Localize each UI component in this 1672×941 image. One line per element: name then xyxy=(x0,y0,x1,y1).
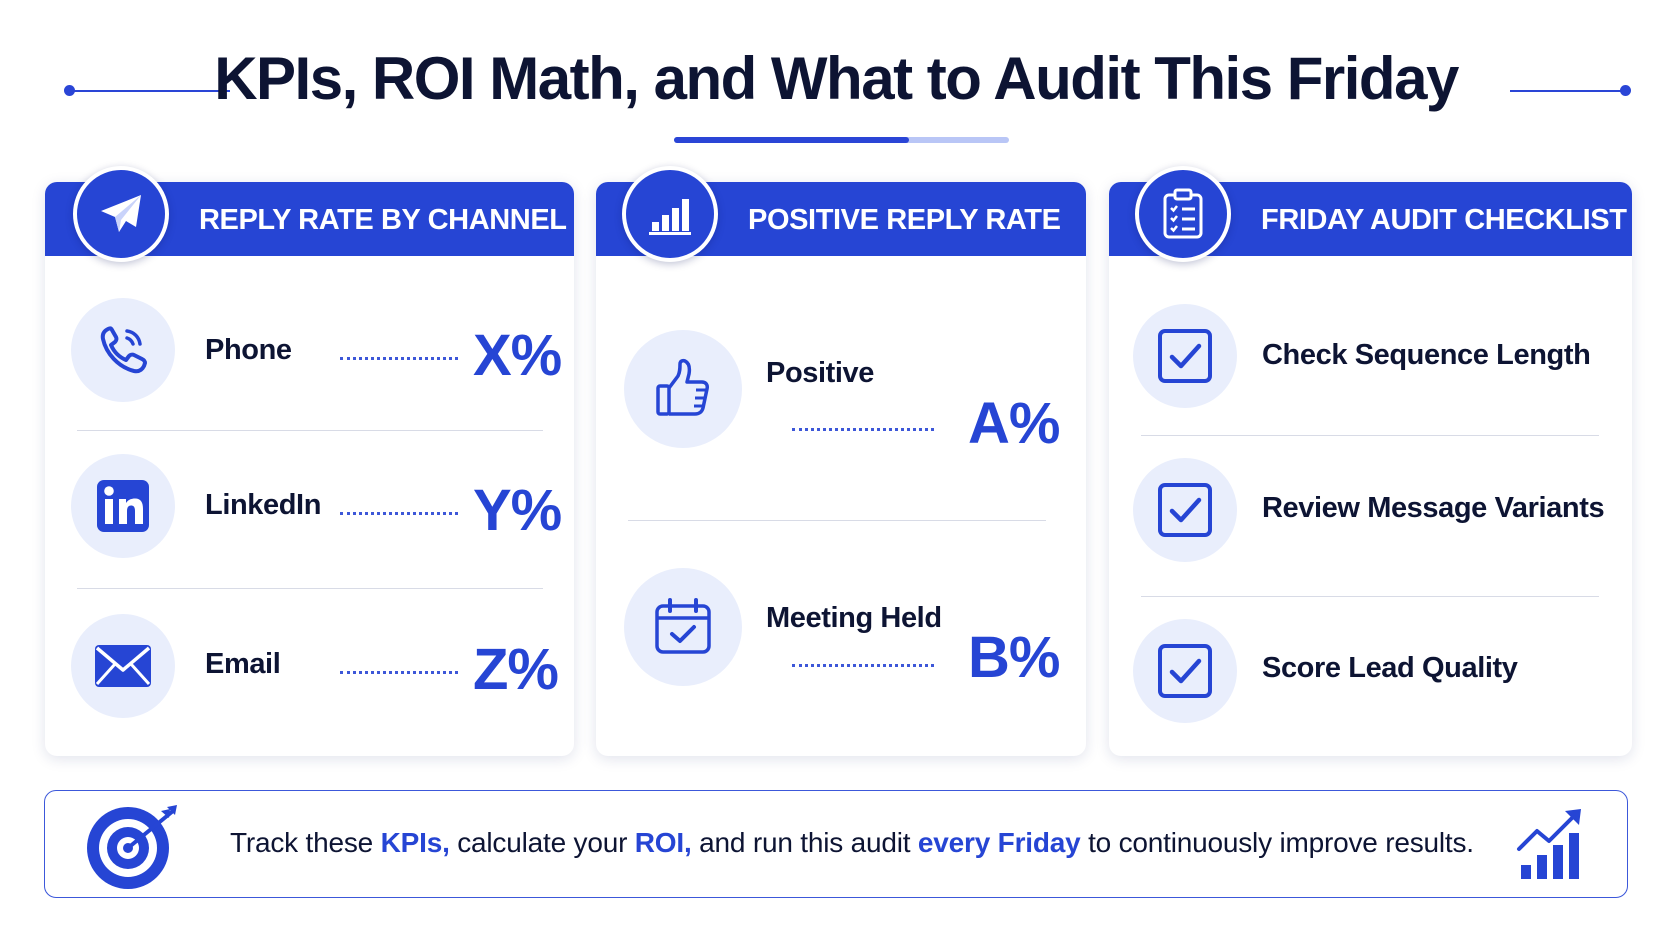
footer-highlight-friday: every Friday xyxy=(917,827,1081,858)
metric-value-meeting-held: B% xyxy=(968,625,1060,690)
envelope-icon xyxy=(71,614,175,718)
title-rule-left xyxy=(68,90,230,92)
card-audit-checklist: FRIDAY AUDIT CHECKLIST Check Sequence Le… xyxy=(1109,166,1632,756)
channel-label-email: Email xyxy=(205,648,281,680)
title-rule-right xyxy=(1510,90,1626,92)
dot-leader xyxy=(340,512,458,515)
card-header: FRIDAY AUDIT CHECKLIST xyxy=(1109,166,1632,262)
card-title: FRIDAY AUDIT CHECKLIST xyxy=(1261,204,1627,236)
footer-text-part: and run this audit xyxy=(691,827,918,858)
target-icon xyxy=(87,805,177,889)
row-divider xyxy=(1141,596,1599,597)
card-header: POSITIVE REPLY RATE xyxy=(596,166,1086,262)
card-title: REPLY RATE BY CHANNEL xyxy=(199,204,567,236)
dot-leader xyxy=(340,671,458,674)
title-row: KPIs, ROI Math, and What to Audit This F… xyxy=(0,40,1672,120)
dot-leader xyxy=(792,664,934,667)
channel-value-email: Z% xyxy=(473,637,559,702)
audit-item-message-variants: Review Message Variants xyxy=(1262,492,1605,524)
row-divider xyxy=(1141,435,1599,436)
footer-text-part: Track these xyxy=(230,827,381,858)
footer-highlight-roi: ROI, xyxy=(634,827,692,858)
paper-plane-icon xyxy=(73,166,169,262)
title-underline-fill xyxy=(674,137,909,143)
card-header: REPLY RATE BY CHANNEL xyxy=(45,166,574,262)
calendar-check-icon xyxy=(624,568,742,686)
metric-label-positive: Positive xyxy=(766,357,875,389)
card-positive-reply: POSITIVE REPLY RATE Positive A% Meeting … xyxy=(596,166,1086,756)
card-reply-rate: REPLY RATE BY CHANNEL Phone X% LinkedIn … xyxy=(45,166,574,756)
card-title: POSITIVE REPLY RATE xyxy=(748,204,1061,236)
footer-text-part: calculate your xyxy=(449,827,635,858)
page-title: KPIs, ROI Math, and What to Audit This F… xyxy=(214,45,1459,112)
linkedin-icon xyxy=(71,454,175,558)
channel-label-phone: Phone xyxy=(205,334,292,366)
metric-value-positive: A% xyxy=(968,391,1060,456)
audit-item-lead-quality: Score Lead Quality xyxy=(1262,652,1518,684)
checkbox-icon xyxy=(1133,304,1237,408)
metric-label-meeting-held: Meeting Held xyxy=(766,602,942,634)
channel-value-linkedin: Y% xyxy=(473,478,562,543)
channel-label-linkedin: LinkedIn xyxy=(205,489,322,521)
title-dot-left xyxy=(64,85,75,96)
footer-message: Track these KPIs, calculate your ROI, an… xyxy=(230,827,1474,859)
audit-item-sequence-length: Check Sequence Length xyxy=(1262,339,1591,371)
footer-banner: Track these KPIs, calculate your ROI, an… xyxy=(44,790,1628,898)
row-divider xyxy=(77,430,543,431)
title-dot-right xyxy=(1620,85,1631,96)
footer-highlight-kpis: KPIs, xyxy=(380,827,450,858)
clipboard-checklist-icon xyxy=(1135,166,1231,262)
row-divider xyxy=(77,588,543,589)
row-divider xyxy=(628,520,1046,521)
bar-chart-icon xyxy=(622,166,718,262)
dot-leader xyxy=(340,357,458,360)
dot-leader xyxy=(792,428,934,431)
checkbox-icon xyxy=(1133,619,1237,723)
channel-value-phone: X% xyxy=(473,323,562,388)
phone-icon xyxy=(71,298,175,402)
thumbs-up-icon xyxy=(624,330,742,448)
checkbox-icon xyxy=(1133,458,1237,562)
growth-chart-icon xyxy=(1517,809,1581,879)
footer-text-part: to continuously improve results. xyxy=(1080,827,1474,858)
title-underline xyxy=(674,137,1009,143)
